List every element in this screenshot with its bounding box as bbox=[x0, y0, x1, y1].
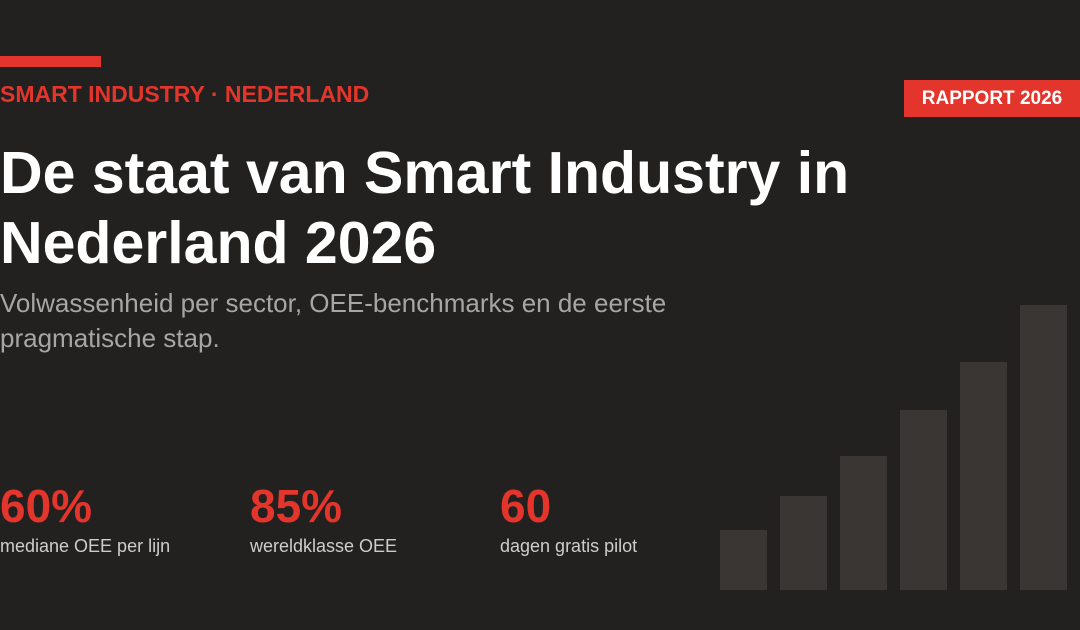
decorative-bar bbox=[720, 530, 767, 590]
stat-label: wereldklasse OEE bbox=[250, 536, 398, 556]
stat-value: 60% bbox=[0, 480, 93, 532]
decorative-bars-svg bbox=[720, 305, 1067, 590]
decorative-bar bbox=[960, 362, 1007, 590]
stat-value: 85% bbox=[250, 480, 343, 532]
accent-bar bbox=[0, 56, 101, 67]
decorative-bar bbox=[780, 496, 827, 590]
decorative-bar-graphic bbox=[700, 290, 1080, 600]
eyebrow-label: SMART INDUSTRY · NEDERLAND bbox=[0, 81, 370, 107]
page-title: De staat van Smart Industry in Nederland… bbox=[0, 140, 850, 276]
stat-value: 60 bbox=[500, 480, 552, 532]
decorative-bar bbox=[1020, 305, 1067, 590]
decorative-bar bbox=[840, 456, 887, 590]
page-subtitle: Volwassenheid per sector, OEE-benchmarks… bbox=[0, 288, 667, 353]
stat-world-class-oee: 85% wereldklasse OEE bbox=[250, 480, 490, 557]
stat-median-oee: 60% mediane OEE per lijn bbox=[0, 480, 240, 557]
report-badge: RAPPORT 2026 bbox=[904, 80, 1080, 117]
decorative-bar bbox=[900, 410, 947, 590]
stat-pilot-days: 60 dagen gratis pilot bbox=[500, 480, 740, 557]
stat-label: mediane OEE per lijn bbox=[0, 536, 171, 556]
stat-label: dagen gratis pilot bbox=[500, 536, 638, 556]
